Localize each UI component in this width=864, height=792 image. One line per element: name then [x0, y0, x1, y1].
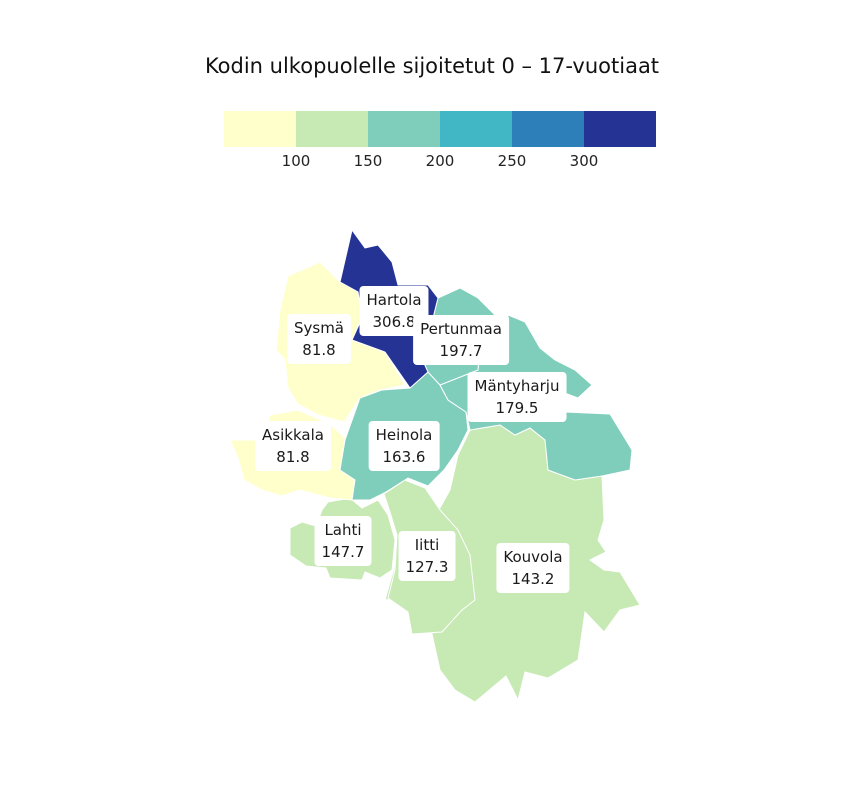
label-hartola: Hartola 306.8: [359, 286, 429, 336]
legend-bin-4: [440, 111, 512, 147]
region-value: 127.3: [405, 558, 449, 576]
region-name: Sysmä: [293, 319, 345, 337]
legend-bin-3: [368, 111, 440, 147]
region-value: 306.8: [372, 313, 416, 331]
label-lahti: Lahti 147.7: [314, 516, 372, 566]
label-iitti: Iitti 127.3: [398, 531, 456, 581]
legend-ticks: 100 150 200 250 300: [224, 152, 656, 174]
region-name: Hartola: [366, 291, 422, 309]
legend-bin-2: [296, 111, 368, 147]
map-title: Kodin ulkopuolelle sijoitetut 0 – 17-vuo…: [204, 54, 660, 78]
label-asikkala: Asikkala 81.8: [255, 421, 331, 471]
region-value: 179.5: [495, 399, 539, 417]
region-value: 81.8: [276, 448, 310, 466]
label-kouvola: Kouvola 143.2: [496, 543, 570, 593]
legend-bin-5: [512, 111, 584, 147]
region-value: 81.8: [302, 341, 336, 359]
region-value: 197.7: [439, 342, 483, 360]
region-value: 147.7: [321, 543, 365, 561]
region-name: Mäntyharju: [474, 377, 560, 395]
region-name: Kouvola: [503, 548, 563, 566]
label-heinola: Heinola 163.6: [368, 421, 440, 471]
label-mantyharju: Mäntyharju 179.5: [467, 372, 567, 422]
region-value: 143.2: [511, 570, 555, 588]
region-name: Lahti: [324, 521, 362, 539]
region-name: Iitti: [414, 536, 440, 554]
label-pertunmaa: Pertunmaa 197.7: [413, 315, 509, 365]
legend-tick: 200: [425, 152, 455, 170]
legend-tick: 150: [353, 152, 383, 170]
legend-bin-1: [224, 111, 296, 147]
region-name: Asikkala: [262, 426, 324, 444]
legend-tick: 100: [281, 152, 311, 170]
legend-bin-6: [584, 111, 656, 147]
region-name: Pertunmaa: [420, 320, 502, 338]
legend-tick: 300: [569, 152, 599, 170]
legend-tick: 250: [497, 152, 527, 170]
color-legend: [224, 111, 656, 147]
region-name: Heinola: [375, 426, 433, 444]
label-sysma: Sysmä 81.8: [286, 314, 352, 364]
region-value: 163.6: [382, 448, 426, 466]
